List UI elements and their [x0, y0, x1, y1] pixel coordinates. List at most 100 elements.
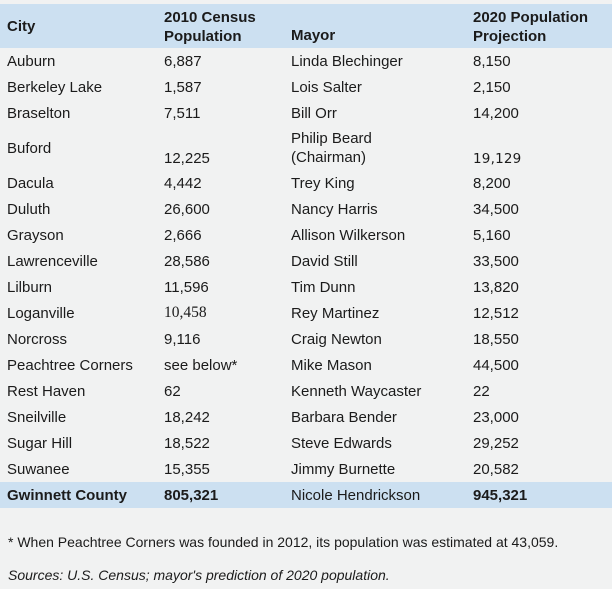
table-row: Grayson 2,666 Allison Wilkerson 5,160: [0, 222, 612, 248]
city-cell: Dacula: [7, 174, 54, 192]
header-mayor: Mayor: [291, 4, 473, 48]
table-row: Norcross 9,116 Craig Newton 18,550: [0, 326, 612, 352]
mayor-cell: Nicole Hendrickson: [291, 486, 421, 504]
census-2010-cell: 28,586: [164, 252, 210, 270]
projection-2020-cell: 5,160: [473, 226, 511, 244]
city-cell: Lawrenceville: [7, 252, 98, 270]
city-cell: Braselton: [7, 104, 71, 122]
city-cell: Buford: [7, 139, 52, 157]
city-cell: Lilburn: [7, 278, 53, 296]
header-projection-line1: 2020 Population: [473, 8, 589, 26]
table-row: Braselton 7,511 Bill Orr 14,200: [0, 100, 612, 126]
city-cell: Norcross: [7, 330, 68, 348]
mayor-cell: Barbara Bender: [291, 408, 397, 426]
projection-2020-cell: 2,150: [473, 78, 511, 96]
census-2010-cell: 4,442: [164, 174, 202, 192]
projection-2020-cell: 8,150: [473, 52, 511, 70]
table-row: Sneilville 18,242 Barbara Bender 23,000: [0, 404, 612, 430]
mayor-cell: Allison Wilkerson: [291, 226, 406, 244]
table-row: Berkeley Lake 1,587 Lois Salter 2,150: [0, 74, 612, 100]
header-projection-line2: Projection: [473, 27, 547, 45]
mayor-cell: Kenneth Waycaster: [291, 382, 422, 400]
header-city-label: City: [7, 17, 36, 35]
projection-2020-cell: 12,512: [473, 304, 519, 322]
census-2010-cell: 18,242: [164, 408, 210, 426]
census-2010-cell: 6,887: [164, 52, 202, 70]
mayor-cell: David Still: [291, 252, 358, 270]
projection-2020-cell: 18,550: [473, 330, 519, 348]
census-2010-cell: 11,596: [164, 278, 209, 296]
census-2010-cell: see below*: [164, 356, 238, 374]
header-census-line1: 2010 Census: [164, 8, 256, 26]
city-cell: Sugar Hill: [7, 434, 73, 452]
census-2010-cell: 1,587: [164, 78, 202, 96]
census-2010-cell: 26,600: [164, 200, 210, 218]
mayor-cell: Trey King: [291, 174, 355, 192]
projection-2020-cell: 20,582: [473, 460, 519, 478]
table-row: Duluth 26,600 Nancy Harris 34,500: [0, 196, 612, 222]
city-cell: Loganville: [7, 304, 75, 322]
header-census-population: 2010 Census Population: [164, 4, 291, 48]
total-row: Gwinnett County 805,321 Nicole Hendricks…: [0, 482, 612, 508]
mayor-cell: Steve Edwards: [291, 434, 392, 452]
header-census-line2: Population: [164, 27, 242, 45]
mayor-cell: Rey Martinez: [291, 304, 380, 322]
projection-2020-cell: 8,200: [473, 174, 511, 192]
table-row: Loganville 10,458 Rey Martinez 12,512: [0, 300, 612, 326]
census-2010-cell: 62: [164, 382, 181, 400]
city-cell: Berkeley Lake: [7, 78, 103, 96]
city-cell: Duluth: [7, 200, 51, 218]
projection-2020-cell: 22: [473, 382, 490, 400]
mayor-cell: Craig Newton: [291, 330, 382, 348]
city-cell: Rest Haven: [7, 382, 86, 400]
mayor-cell: Bill Orr: [291, 104, 337, 122]
projection-2020-cell: 44,500: [473, 356, 519, 374]
census-2010-cell: 805,321: [164, 486, 219, 504]
mayor-cell: Lois Salter: [291, 78, 362, 96]
table-row: Suwanee 15,355 Jimmy Burnette 20,582: [0, 456, 612, 482]
projection-2020-cell: 13,820: [473, 278, 519, 296]
table-row: Dacula 4,442 Trey King 8,200: [0, 170, 612, 196]
mayor-cell: Tim Dunn: [291, 278, 356, 296]
table-row: Peachtree Corners see below* Mike Mason …: [0, 352, 612, 378]
census-2010-cell: 12,225: [164, 150, 210, 167]
header-mayor-label: Mayor: [291, 27, 336, 44]
census-2010-cell: 15,355: [164, 460, 210, 478]
census-2010-cell: 2,666: [164, 226, 202, 244]
table-row: Buford 12,225 Philip Beard (Chairman) 19…: [0, 126, 612, 170]
mayor-cell: Linda Blechinger: [291, 52, 403, 70]
census-2010-cell: 7,511: [164, 104, 201, 122]
projection-2020-cell: 33,500: [473, 252, 519, 270]
mayor-cell: Nancy Harris: [291, 200, 378, 218]
city-cell: Auburn: [7, 52, 56, 70]
projection-2020-cell: 29,252: [473, 434, 519, 452]
projection-2020-cell: 945,321: [473, 486, 528, 504]
projection-2020-cell: 34,500: [473, 200, 519, 218]
table-row: Auburn 6,887 Linda Blechinger 8,150: [0, 48, 612, 74]
sources-note: Sources: U.S. Census; mayor's prediction…: [8, 567, 390, 583]
city-cell: Grayson: [7, 226, 64, 244]
city-cell: Gwinnett County: [7, 486, 127, 504]
mayor-cell: Mike Mason: [291, 356, 372, 374]
mayor-cell: Jimmy Burnette: [291, 460, 396, 478]
table-row: Rest Haven 62 Kenneth Waycaster 22: [0, 378, 612, 404]
projection-2020-cell: 23,000: [473, 408, 519, 426]
census-2010-cell: 18,522: [164, 434, 210, 452]
table-row: Lilburn 11,596 Tim Dunn 13,820: [0, 274, 612, 300]
city-cell: Sneilville: [7, 408, 67, 426]
table-row: Lawrenceville 28,586 David Still 33,500: [0, 248, 612, 274]
projection-2020-cell: 14,200: [473, 104, 519, 122]
census-2010-cell: 9,116: [164, 330, 201, 348]
header-city: City: [0, 4, 164, 48]
census-2010-cell: 10,458: [164, 304, 207, 321]
table-header-row: City 2010 Census Population Mayor 2020 P…: [0, 4, 612, 48]
population-table: City 2010 Census Population Mayor 2020 P…: [0, 4, 612, 508]
peachtree-footnote: * When Peachtree Corners was founded in …: [8, 534, 559, 550]
mayor-cell: Philip Beard (Chairman): [291, 130, 372, 166]
city-cell: Suwanee: [7, 460, 70, 478]
projection-2020-cell: 19,129: [473, 151, 522, 167]
table-body: Auburn 6,887 Linda Blechinger 8,150 Berk…: [0, 48, 612, 508]
table-row: Sugar Hill 18,522 Steve Edwards 29,252: [0, 430, 612, 456]
header-projection: 2020 Population Projection: [473, 4, 612, 48]
